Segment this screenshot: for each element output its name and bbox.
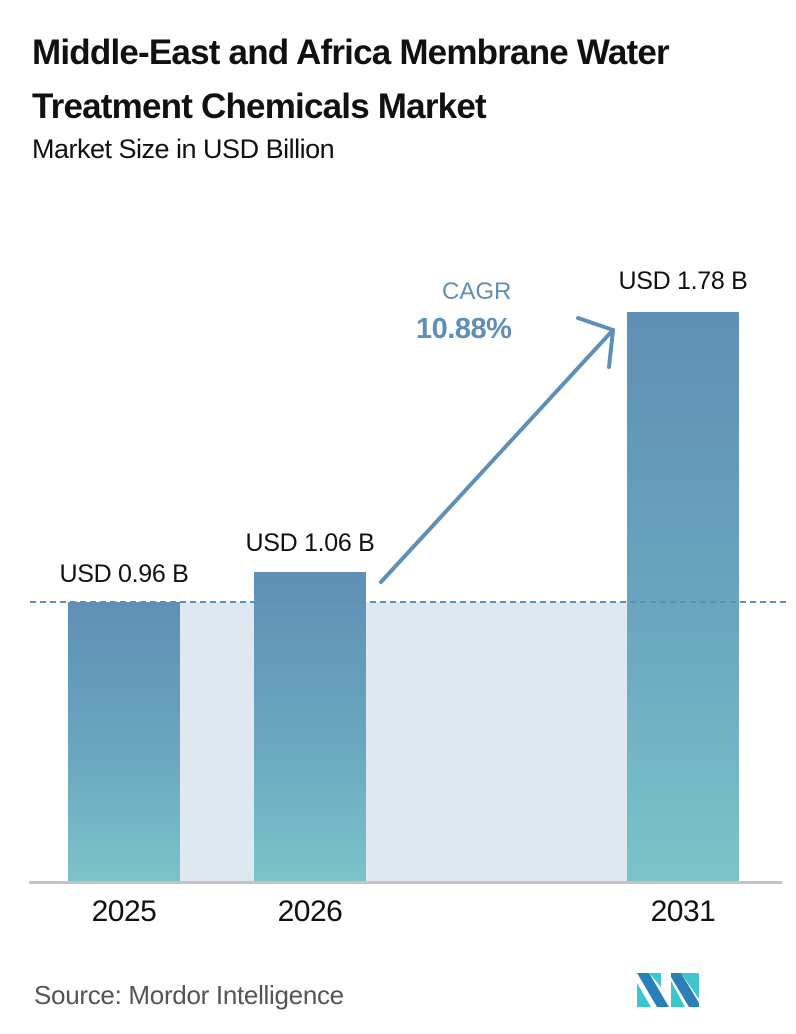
bar-2025 xyxy=(68,602,180,882)
source-text: Source: Mordor Intelligence xyxy=(34,980,344,1010)
value-label-2026: USD 1.06 B xyxy=(245,529,375,557)
cagr-value: 10.88% xyxy=(416,313,512,345)
reference-dashed-line xyxy=(30,601,786,603)
chart-title: Middle-East and Africa Membrane Water Tr… xyxy=(32,33,670,126)
value-label-2025: USD 0.96 B xyxy=(59,560,189,588)
value-label-2031: USD 1.78 B xyxy=(618,267,748,295)
x-label-2031: 2031 xyxy=(650,895,716,928)
cagr-label: CAGR xyxy=(442,278,512,305)
x-label-2026: 2026 xyxy=(277,895,343,928)
x-label-2025: 2025 xyxy=(91,895,157,928)
mordor-intelligence-logo-icon xyxy=(637,973,699,1007)
bar-2031 xyxy=(627,312,739,882)
bar-2026 xyxy=(254,572,366,882)
chart-subtitle: Market Size in USD Billion xyxy=(32,134,335,164)
x-axis-baseline xyxy=(29,881,782,884)
